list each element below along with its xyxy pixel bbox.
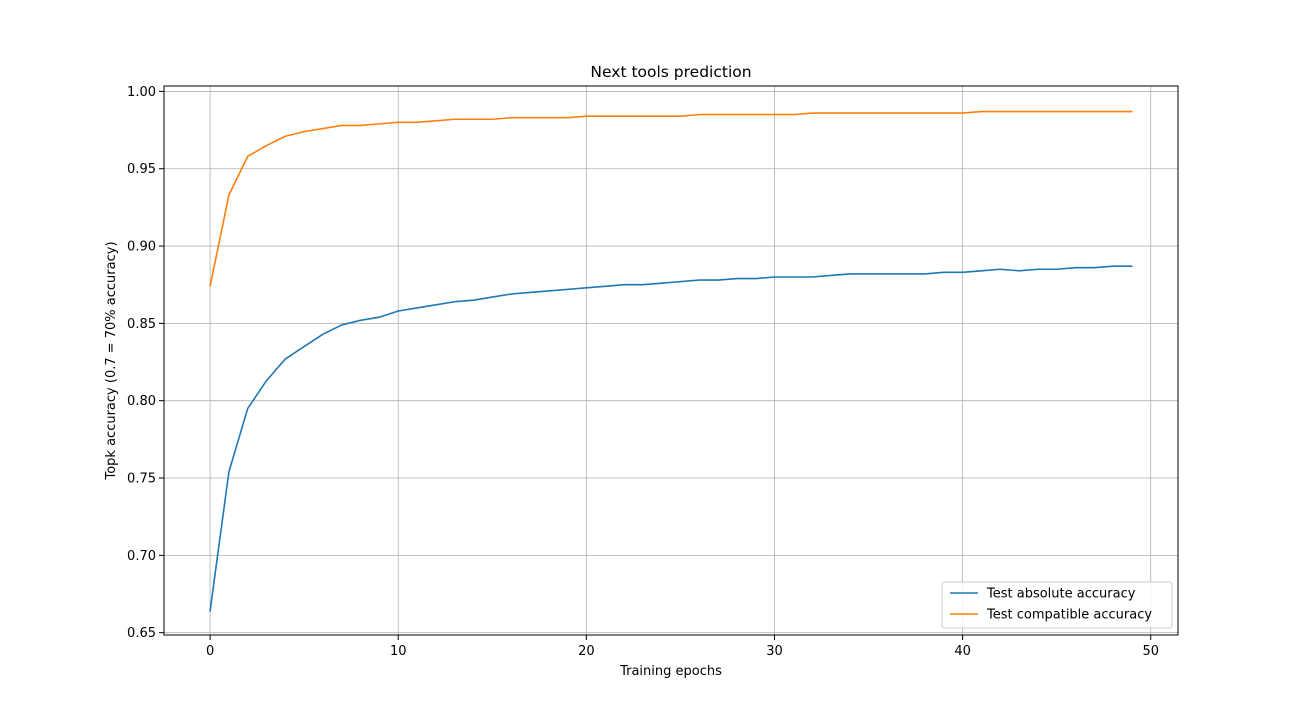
legend-label: Test absolute accuracy: [986, 587, 1136, 602]
chart-title: Next tools prediction: [590, 63, 751, 81]
x-tick-label: 10: [390, 644, 407, 659]
x-axis-label: Training epochs: [619, 664, 722, 679]
y-tick-label: 0.70: [127, 549, 156, 564]
grid: [164, 86, 1178, 635]
series-layer: [209, 110, 1133, 612]
legend-label: Test compatible accuracy: [986, 608, 1152, 623]
plot-area-background: [164, 86, 1178, 635]
x-axis-ticks: 0 10 20 30 40 50: [206, 635, 1159, 659]
plot-frame: [163, 85, 1179, 636]
y-tick-label: 0.95: [127, 162, 156, 177]
y-tick-label: 0.85: [127, 317, 156, 332]
y-axis-label: Topk accuracy (0.7 = 70% accuracy): [104, 241, 119, 480]
x-tick-label: 30: [766, 644, 783, 659]
y-tick-label: 1.00: [127, 85, 156, 100]
series-line-absolute: [209, 265, 1133, 612]
y-tick-label: 0.90: [127, 240, 156, 255]
x-tick-label: 0: [206, 644, 214, 659]
y-tick-label: 0.75: [127, 472, 156, 487]
y-axis-ticks: 0.65 0.70 0.75 0.80 0.85 0.90 0.95 1.00: [127, 85, 164, 641]
x-tick-label: 20: [578, 644, 595, 659]
series-line-compatible: [209, 110, 1133, 288]
legend-box: [941, 581, 1173, 629]
y-tick-label: 0.80: [127, 394, 156, 409]
x-tick-label: 40: [954, 644, 971, 659]
legend: Test absolute accuracy Test compatible ac…: [941, 581, 1173, 629]
x-tick-label: 50: [1142, 644, 1159, 659]
y-tick-label: 0.65: [127, 626, 156, 641]
